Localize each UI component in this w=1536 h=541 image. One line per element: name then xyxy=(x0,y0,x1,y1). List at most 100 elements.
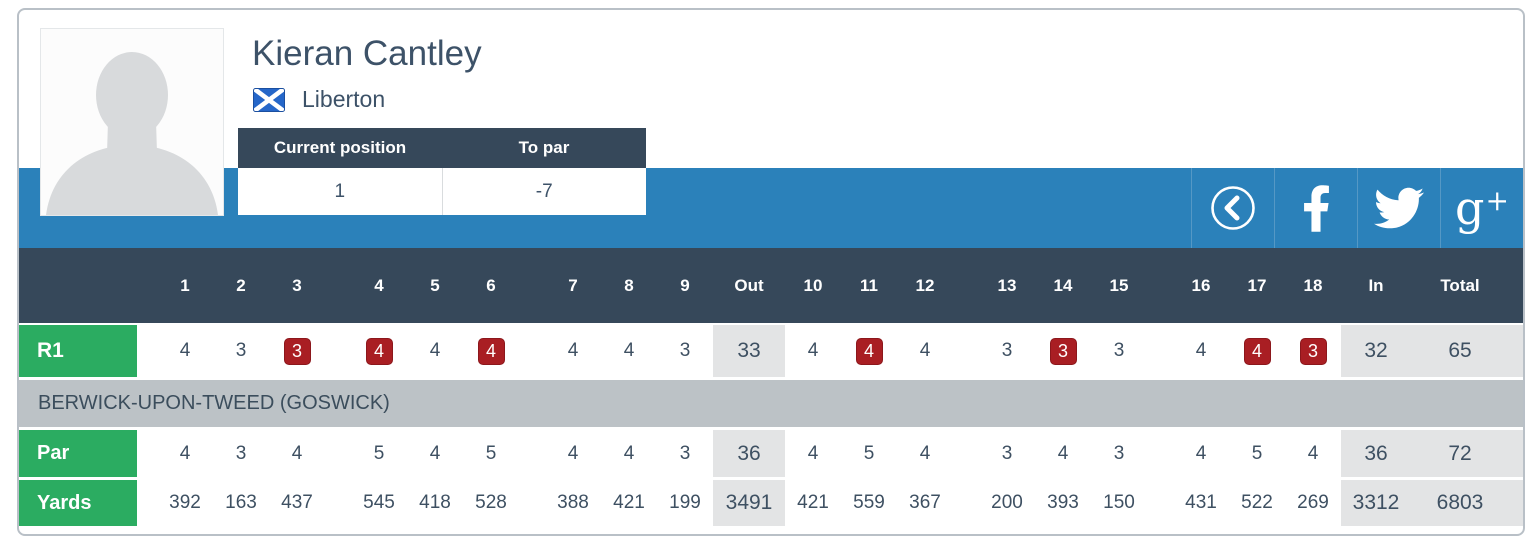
par-out-total: 36 xyxy=(713,428,785,480)
yards-total: 6803 xyxy=(1411,478,1523,526)
r1-score-cell: 4 xyxy=(407,324,463,380)
par-cell: 3 xyxy=(979,428,1035,480)
facebook-icon xyxy=(1303,184,1329,232)
chevron-left-circle-icon xyxy=(1211,186,1255,230)
r1-score-cell: 4 xyxy=(351,324,407,380)
birdie-badge: 4 xyxy=(477,337,505,365)
hole-header: 9 xyxy=(657,248,713,325)
hole-header: 5 xyxy=(407,248,463,325)
par-cell: 3 xyxy=(213,428,269,480)
spacer xyxy=(519,478,545,526)
spacer xyxy=(1147,428,1173,480)
spacer xyxy=(953,478,979,526)
spacer xyxy=(325,428,351,480)
yards-in-total: 3312 xyxy=(1341,478,1411,526)
par-cell: 4 xyxy=(601,428,657,480)
r1-score-cell: 3 xyxy=(657,324,713,380)
twitter-icon xyxy=(1374,187,1424,229)
yards-cell: 200 xyxy=(979,478,1035,526)
yards-out-total: 3491 xyxy=(713,478,785,526)
par-row: Par 4 3 4 5 4 5 4 4 3 36 4 5 4 3 4 3 xyxy=(19,428,1523,480)
par-cell: 5 xyxy=(463,428,519,480)
yards-row: Yards 392 163 437 545 418 528 388 421 19… xyxy=(19,478,1523,526)
r1-score-cell: 3 xyxy=(269,324,325,380)
hole-header: 13 xyxy=(979,248,1035,325)
birdie-badge: 4 xyxy=(855,337,883,365)
spacer xyxy=(519,248,545,325)
par-cell: 4 xyxy=(897,428,953,480)
yards-cell: 437 xyxy=(269,478,325,526)
total-header: Total xyxy=(1411,248,1523,325)
player-club: Liberton xyxy=(253,86,385,113)
yards-cell: 150 xyxy=(1091,478,1147,526)
spacer xyxy=(137,248,157,325)
par-cell: 5 xyxy=(1229,428,1285,480)
hole-header: 11 xyxy=(841,248,897,325)
player-name: Kieran Cantley xyxy=(252,34,482,73)
yards-label: Yards xyxy=(19,478,137,526)
birdie-badge: 3 xyxy=(283,337,311,365)
yards-cell: 163 xyxy=(213,478,269,526)
hole-header: 12 xyxy=(897,248,953,325)
googleplus-share-button[interactable]: g+ xyxy=(1440,168,1523,248)
spacer xyxy=(1147,248,1173,325)
player-scorecard-card: g+ Kieran Cantley xyxy=(17,8,1525,536)
spacer xyxy=(519,324,545,380)
par-cell: 4 xyxy=(1285,428,1341,480)
par-in-total: 36 xyxy=(1341,428,1411,480)
back-button[interactable] xyxy=(1191,168,1274,248)
spacer xyxy=(953,324,979,380)
par-cell: 4 xyxy=(785,428,841,480)
hole-header: 15 xyxy=(1091,248,1147,325)
birdie-badge: 3 xyxy=(1299,337,1327,365)
r1-score-cell: 3 xyxy=(1285,324,1341,380)
header-label-cell xyxy=(19,248,137,325)
spacer xyxy=(1147,478,1173,526)
yards-cell: 269 xyxy=(1285,478,1341,526)
r1-in-total: 32 xyxy=(1341,324,1411,380)
r1-score-cell: 3 xyxy=(213,324,269,380)
r1-score-cell: 4 xyxy=(785,324,841,380)
r1-score-cell: 3 xyxy=(1091,324,1147,380)
r1-score-cell: 4 xyxy=(1173,324,1229,380)
r1-score-cell: 4 xyxy=(1229,324,1285,380)
course-name: BERWICK-UPON-TWEED (GOSWICK) xyxy=(19,378,1523,430)
par-cell: 4 xyxy=(269,428,325,480)
spacer xyxy=(325,324,351,380)
hole-header: 1 xyxy=(157,248,213,325)
yards-cell: 392 xyxy=(157,478,213,526)
hole-header: 7 xyxy=(545,248,601,325)
hole-header: 6 xyxy=(463,248,519,325)
position-summary-table: Current position To par 1 -7 xyxy=(238,128,646,215)
twitter-share-button[interactable] xyxy=(1357,168,1440,248)
par-cell: 4 xyxy=(545,428,601,480)
yards-cell: 199 xyxy=(657,478,713,526)
yards-cell: 528 xyxy=(463,478,519,526)
spacer xyxy=(137,428,157,480)
spacer xyxy=(953,248,979,325)
out-header: Out xyxy=(713,248,785,325)
social-toolbar: g+ xyxy=(1191,168,1523,248)
scorecard-header-row: 1 2 3 4 5 6 7 8 9 Out 10 11 12 13 14 15 xyxy=(19,248,1523,325)
yards-cell: 418 xyxy=(407,478,463,526)
spacer xyxy=(1147,324,1173,380)
to-par-value: -7 xyxy=(441,168,646,215)
round1-label: R1 xyxy=(19,324,137,380)
par-total: 72 xyxy=(1411,428,1523,480)
hole-header: 18 xyxy=(1285,248,1341,325)
facebook-share-button[interactable] xyxy=(1274,168,1357,248)
yards-cell: 559 xyxy=(841,478,897,526)
scotland-flag-icon xyxy=(253,87,285,112)
round1-row: R1 4 3 3 4 4 4 4 4 3 33 4 4 4 3 3 3 xyxy=(19,324,1523,380)
par-cell: 3 xyxy=(1091,428,1147,480)
hole-header: 4 xyxy=(351,248,407,325)
current-position-header: Current position xyxy=(238,128,442,168)
yards-cell: 431 xyxy=(1173,478,1229,526)
r1-score-cell: 4 xyxy=(545,324,601,380)
yards-cell: 367 xyxy=(897,478,953,526)
r1-score-cell: 4 xyxy=(897,324,953,380)
current-position-value: 1 xyxy=(238,168,442,215)
r1-total: 65 xyxy=(1411,324,1523,380)
spacer xyxy=(325,248,351,325)
r1-out-total: 33 xyxy=(713,324,785,380)
